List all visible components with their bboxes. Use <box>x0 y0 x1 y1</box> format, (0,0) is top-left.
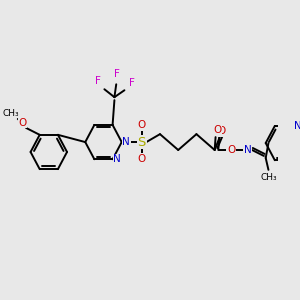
Text: F: F <box>114 69 120 80</box>
Text: F: F <box>95 76 101 86</box>
Text: N: N <box>122 137 130 147</box>
Text: O: O <box>138 154 146 164</box>
Text: N: N <box>244 145 251 155</box>
Text: CH₃: CH₃ <box>2 109 19 118</box>
Text: O: O <box>138 120 146 130</box>
Text: O: O <box>218 126 226 136</box>
Text: O: O <box>18 118 26 128</box>
Text: O: O <box>213 125 221 135</box>
Text: S: S <box>138 136 146 148</box>
Text: O: O <box>227 145 235 155</box>
Text: CH₃: CH₃ <box>260 173 277 182</box>
Text: F: F <box>129 78 135 88</box>
Text: N: N <box>294 121 300 131</box>
Text: N: N <box>113 154 121 164</box>
